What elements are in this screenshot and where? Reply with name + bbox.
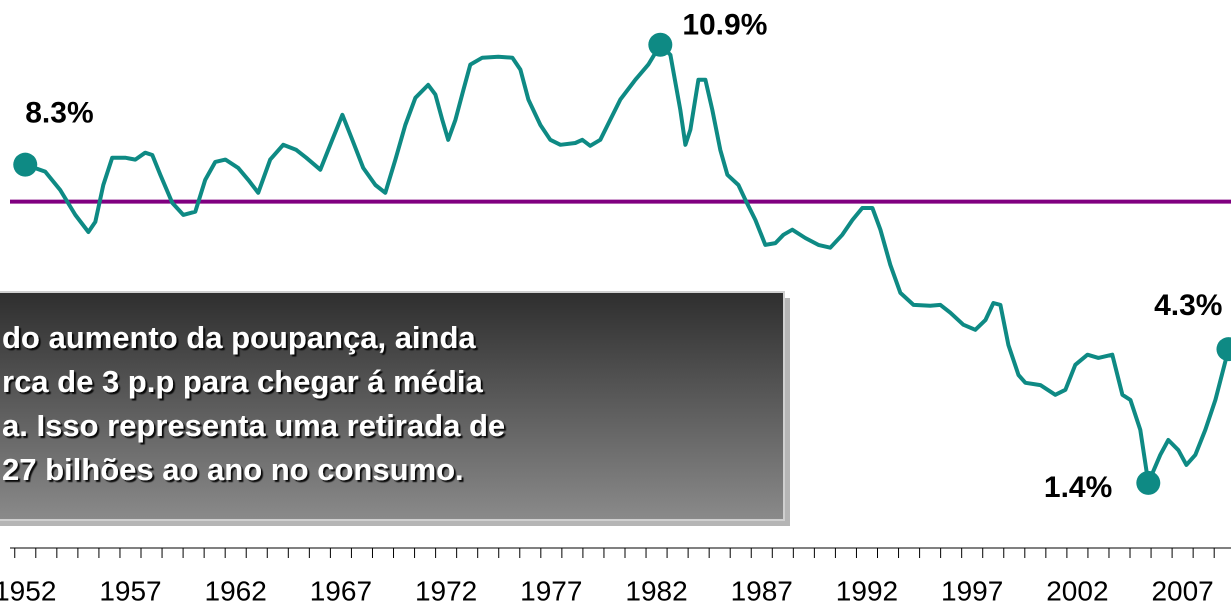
x-tick-label: 1967 <box>310 575 372 606</box>
value-label: 10.9% <box>682 9 767 42</box>
x-tick-label: 1952 <box>0 575 56 606</box>
x-tick-label: 1997 <box>941 575 1003 606</box>
x-tick-label: 1957 <box>99 575 161 606</box>
highlight-dot <box>1216 337 1231 362</box>
box <box>0 291 785 521</box>
value-label: 1.4% <box>1044 471 1112 504</box>
value-label: 8.3% <box>25 97 93 130</box>
x-tick-label: 1982 <box>625 575 687 606</box>
plot-area: 1952 1957 1962 1967 1972 1977 1982 1987 1992 1997… <box>0 9 1231 606</box>
annotation-box: do aumento da poupança, ainda rca de 3 p.… <box>0 291 790 526</box>
highlight-dot <box>648 32 673 57</box>
x-tick-label: 1972 <box>415 575 477 606</box>
highlight-dot <box>13 152 38 177</box>
series-line <box>23 42 1231 485</box>
highlight-dot <box>1136 470 1161 495</box>
x-tick-label: 1977 <box>520 575 582 606</box>
x-tick-label: 1992 <box>836 575 898 606</box>
x-tick-label: 2007 <box>1151 575 1213 606</box>
annotation-line: rca de 3 p.p para chegar á média <box>2 364 483 399</box>
annotation-line: do aumento da poupança, ainda <box>2 320 476 355</box>
x-tick-label: 1987 <box>731 575 793 606</box>
value-label: 4.3% <box>1154 289 1222 322</box>
x-tick-label: 1962 <box>205 575 267 606</box>
x-tick-label: 2002 <box>1046 575 1108 606</box>
annotation-line: 27 bilhões ao ano no consumo. <box>2 452 464 487</box>
annotation-line: a. Isso representa uma retirada de <box>2 408 505 443</box>
